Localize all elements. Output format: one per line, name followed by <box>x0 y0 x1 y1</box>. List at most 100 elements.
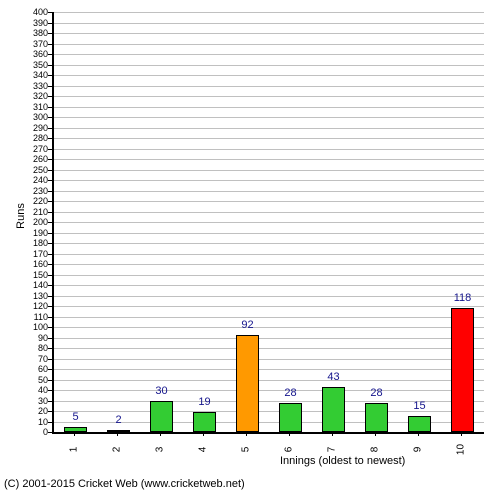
grid-line <box>54 348 484 349</box>
bar <box>408 416 432 432</box>
y-tick-label: 190 <box>18 229 48 238</box>
y-tick-mark <box>48 23 52 24</box>
bar-value-label: 118 <box>454 292 472 304</box>
y-tick-label: 200 <box>18 218 48 227</box>
bar <box>451 308 475 432</box>
y-tick-mark <box>48 96 52 97</box>
grid-line <box>54 54 484 55</box>
y-tick-label: 400 <box>18 8 48 17</box>
grid-line <box>54 243 484 244</box>
x-tick-mark <box>160 432 161 436</box>
y-tick-label: 130 <box>18 292 48 301</box>
y-tick-mark <box>48 359 52 360</box>
bar <box>193 412 217 432</box>
grid-line <box>54 296 484 297</box>
y-tick-label: 120 <box>18 302 48 311</box>
y-tick-mark <box>48 390 52 391</box>
grid-line <box>54 191 484 192</box>
y-tick-mark <box>48 369 52 370</box>
x-tick-label: 3 <box>154 447 165 453</box>
grid-line <box>54 254 484 255</box>
bar <box>322 387 346 432</box>
grid-line <box>54 369 484 370</box>
y-tick-mark <box>48 222 52 223</box>
y-tick-mark <box>48 264 52 265</box>
grid-line <box>54 128 484 129</box>
grid-line <box>54 327 484 328</box>
grid-line <box>54 75 484 76</box>
y-tick-mark <box>48 422 52 423</box>
grid-line <box>54 212 484 213</box>
grid-line <box>54 170 484 171</box>
y-tick-mark <box>48 411 52 412</box>
y-tick-label: 140 <box>18 281 48 290</box>
x-tick-mark <box>246 432 247 436</box>
x-axis-label: Innings (oldest to newest) <box>280 455 405 467</box>
y-tick-label: 210 <box>18 208 48 217</box>
grid-line <box>54 180 484 181</box>
y-tick-mark <box>48 380 52 381</box>
x-tick-mark <box>203 432 204 436</box>
y-tick-label: 300 <box>18 113 48 122</box>
y-tick-label: 90 <box>18 334 48 343</box>
y-tick-label: 80 <box>18 344 48 353</box>
grid-line <box>54 222 484 223</box>
bar <box>107 430 131 432</box>
grid-line <box>54 149 484 150</box>
y-tick-label: 280 <box>18 134 48 143</box>
y-tick-label: 370 <box>18 40 48 49</box>
x-tick-mark <box>117 432 118 436</box>
y-tick-mark <box>48 348 52 349</box>
x-tick-label: 9 <box>412 447 423 453</box>
chart-container: 5230199228432815118 Runs Innings (oldest… <box>0 0 500 500</box>
bar <box>365 403 389 432</box>
y-tick-mark <box>48 212 52 213</box>
x-tick-mark <box>418 432 419 436</box>
y-tick-mark <box>48 233 52 234</box>
grid-line <box>54 86 484 87</box>
grid-line <box>54 306 484 307</box>
y-tick-label: 380 <box>18 29 48 38</box>
y-tick-mark <box>48 317 52 318</box>
y-tick-label: 290 <box>18 124 48 133</box>
bar-value-label: 15 <box>413 400 425 412</box>
y-tick-mark <box>48 243 52 244</box>
x-tick-label: 4 <box>197 447 208 453</box>
y-tick-mark <box>48 275 52 276</box>
y-tick-label: 240 <box>18 176 48 185</box>
grid-line <box>54 380 484 381</box>
x-tick-label: 5 <box>240 447 251 453</box>
bar-value-label: 2 <box>115 414 121 426</box>
grid-line <box>54 338 484 339</box>
y-tick-label: 110 <box>18 313 48 322</box>
x-tick-label: 6 <box>283 447 294 453</box>
grid-line <box>54 65 484 66</box>
y-tick-mark <box>48 149 52 150</box>
y-tick-mark <box>48 327 52 328</box>
y-tick-label: 60 <box>18 365 48 374</box>
y-tick-mark <box>48 254 52 255</box>
bar-value-label: 28 <box>370 387 382 399</box>
x-tick-label: 1 <box>68 447 79 453</box>
bar <box>236 335 260 432</box>
x-tick-mark <box>74 432 75 436</box>
x-tick-mark <box>461 432 462 436</box>
bar-value-label: 28 <box>284 387 296 399</box>
y-tick-mark <box>48 86 52 87</box>
y-tick-label: 390 <box>18 19 48 28</box>
grid-line <box>54 233 484 234</box>
grid-line <box>54 12 484 13</box>
grid-line <box>54 390 484 391</box>
y-tick-label: 180 <box>18 239 48 248</box>
y-tick-label: 20 <box>18 407 48 416</box>
y-tick-label: 10 <box>18 418 48 427</box>
y-tick-label: 360 <box>18 50 48 59</box>
grid-line <box>54 201 484 202</box>
y-tick-mark <box>48 432 52 433</box>
y-tick-mark <box>48 306 52 307</box>
grid-line <box>54 285 484 286</box>
y-tick-mark <box>48 65 52 66</box>
grid-line <box>54 359 484 360</box>
y-tick-mark <box>48 107 52 108</box>
y-tick-mark <box>48 33 52 34</box>
